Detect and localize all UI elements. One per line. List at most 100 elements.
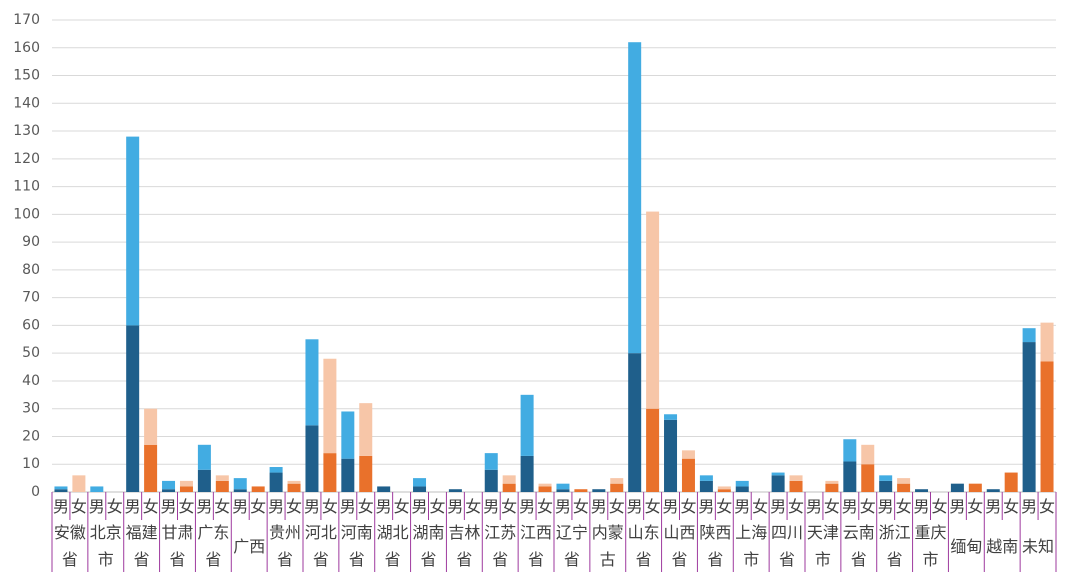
bar-segment [610,483,624,492]
bar-segment [144,444,158,492]
bar-segment [269,472,283,492]
x-tick-label: 未知 [1022,536,1055,556]
sub-label: 男 [590,496,607,516]
sub-label: 男 [877,496,894,516]
x-tick-label: 缅甸 [950,536,983,556]
sub-label: 男 [519,496,536,516]
sub-label: 男 [411,496,428,516]
bar-segment [628,353,642,492]
x-tick-label: 云南省 [842,523,875,569]
bar-segment [144,408,158,445]
x-tick-label: 重庆市 [914,523,947,569]
bar-segment [861,464,875,492]
y-tick-label: 110 [13,179,40,195]
bar-segment [502,475,516,484]
bar-segment [126,325,140,492]
sub-label: 男 [626,496,643,516]
sub-label: 女 [178,496,195,516]
bar-segment [359,455,373,492]
bar-segment [986,489,1000,492]
bar-segment [484,453,498,470]
bar-segment [861,444,875,465]
bar-segment [789,480,803,492]
bar-segment [72,475,86,492]
bar-segment [592,489,606,492]
bar-segment [162,480,176,490]
y-tick-label: 140 [13,95,40,111]
sub-label: 男 [985,496,1002,516]
bar-segment [341,411,355,459]
bar-segment [377,486,391,492]
sub-label: 男 [805,496,822,516]
x-tick-label: 越南 [986,536,1019,556]
bar-segment [179,486,193,492]
x-tick-label: 湖北省 [376,523,409,569]
bar-segment [699,480,713,492]
sub-label: 女 [859,496,876,516]
sub-label: 男 [1021,496,1038,516]
bar-segment [197,469,211,492]
sub-label: 女 [214,496,231,516]
bar-segment [699,475,713,481]
bar-segment [413,486,427,492]
sub-label: 男 [232,496,249,516]
sub-label: 女 [70,496,87,516]
bar-segment [556,483,570,490]
bar-segment [538,483,552,487]
bar-segment [305,425,319,492]
sub-label: 男 [841,496,858,516]
bar-segment [251,486,265,492]
x-tick-label: 贵州省 [269,523,302,569]
bar-segment [484,469,498,492]
bar-segment [825,480,839,484]
y-tick-label: 10 [22,456,40,472]
x-tick-label: 广西 [233,536,266,556]
bar-segment [287,480,301,484]
sub-label: 女 [286,496,303,516]
sub-label: 女 [572,496,589,516]
sub-label: 男 [196,496,213,516]
x-tick-label: 陕西省 [699,523,732,569]
sub-label: 女 [537,496,554,516]
sub-label: 男 [949,496,966,516]
x-tick-label: 河北省 [304,523,337,569]
x-tick-label: 辽宁省 [555,523,588,569]
bar-segment [843,439,857,462]
y-tick-label: 60 [22,317,40,333]
y-tick-label: 130 [13,123,40,139]
bar-segment [341,458,355,492]
y-tick-label: 120 [13,151,40,167]
x-tick-label: 广东省 [197,523,230,569]
bar-segment [215,475,229,481]
bar-segment [269,467,283,473]
y-tick-label: 90 [22,234,40,250]
bar-segment [610,478,624,484]
bar-segment [1040,322,1054,362]
x-tick-label: 北京市 [89,523,122,569]
bar-segment [664,414,678,420]
bar-segment [54,489,68,492]
x-tick-label: 天津市 [806,523,839,569]
sub-label: 女 [788,496,805,516]
sub-label: 男 [88,496,105,516]
bar-segment [897,483,911,492]
sub-label: 男 [913,496,930,516]
bar-segment [771,472,785,476]
sub-label: 男 [124,496,141,516]
y-tick-label: 80 [22,262,40,278]
sub-label: 女 [393,496,410,516]
bar-segment [323,358,337,454]
bar-segment [717,486,731,490]
y-tick-label: 100 [13,206,40,222]
bar-segment [556,489,570,492]
y-tick-label: 50 [22,345,40,361]
bar-segment [323,453,337,492]
bar-segment [197,444,211,470]
sub-label: 女 [501,496,518,516]
bar-segment [54,486,68,490]
x-tick-label: 山西省 [663,523,696,569]
bar-segment [968,483,982,492]
bar-segment [681,450,695,459]
sub-label: 女 [716,496,733,516]
